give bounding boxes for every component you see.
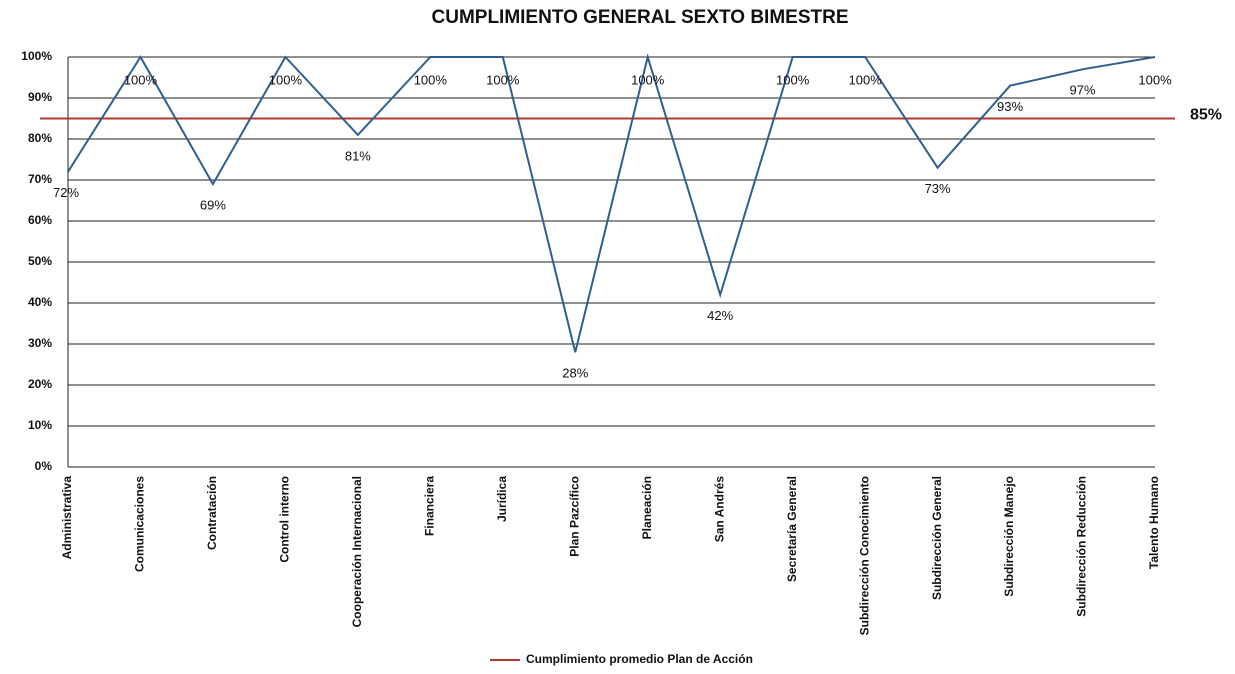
x-tick-label: Comunicaciones xyxy=(133,476,147,572)
data-label: 100% xyxy=(269,72,303,87)
data-label: 97% xyxy=(1070,83,1096,98)
data-label: 93% xyxy=(997,99,1023,114)
data-label: 72% xyxy=(53,185,79,200)
x-tick-label: Subdirección General xyxy=(930,476,944,600)
y-tick-label: 10% xyxy=(28,418,52,432)
data-label: 100% xyxy=(849,72,883,87)
y-tick-label: 0% xyxy=(35,459,53,473)
x-tick-label: Subdirección Reducción xyxy=(1075,476,1089,617)
y-tick-label: 80% xyxy=(28,131,52,145)
y-tick-label: 20% xyxy=(28,377,52,391)
x-tick-label: Plan Pazcífico xyxy=(567,476,581,557)
x-tick-label: Financiera xyxy=(423,476,437,536)
data-label: 73% xyxy=(925,181,951,196)
data-label: 42% xyxy=(707,308,733,323)
x-tick-label: Secretaría General xyxy=(785,476,799,582)
data-label: 100% xyxy=(486,72,520,87)
y-tick-label: 50% xyxy=(28,254,52,268)
data-line xyxy=(67,53,1156,353)
data-label: 100% xyxy=(414,72,448,87)
data-label: 100% xyxy=(124,72,158,87)
y-tick-label: 100% xyxy=(21,49,52,63)
x-tick-label: Subdirección Manejo xyxy=(1002,476,1016,597)
y-tick-label: 60% xyxy=(28,213,52,227)
data-label: 69% xyxy=(200,198,226,213)
y-tick-label: 90% xyxy=(28,90,52,104)
x-tick-label: Cooperación Internacional xyxy=(350,476,364,627)
y-tick-label: 30% xyxy=(28,336,52,350)
x-tick-label: Jurídica xyxy=(495,476,509,522)
data-label: 100% xyxy=(631,72,665,87)
x-tick-label: San Andrés xyxy=(712,476,726,543)
x-tick-label: Contratación xyxy=(205,476,219,550)
y-tick-label: 70% xyxy=(28,172,52,186)
chart-title: CUMPLIMIENTO GENERAL SEXTO BIMESTRE xyxy=(432,7,849,28)
legend-label: Cumplimiento promedio Plan de Acción xyxy=(526,652,753,666)
data-label: 100% xyxy=(776,72,810,87)
data-label: 100% xyxy=(1138,72,1172,87)
x-tick-label: Control interno xyxy=(278,476,292,563)
x-tick-label: Subdirección Conocimiento xyxy=(857,476,871,635)
x-tick-label: Talento Humano xyxy=(1147,476,1161,569)
x-tick-label: Administrativa xyxy=(60,476,74,560)
reference-label: 85% xyxy=(1190,107,1222,124)
data-label: 28% xyxy=(562,366,588,381)
y-tick-label: 40% xyxy=(28,295,52,309)
x-tick-label: Planeación xyxy=(640,476,654,539)
data-label: 81% xyxy=(345,148,371,163)
